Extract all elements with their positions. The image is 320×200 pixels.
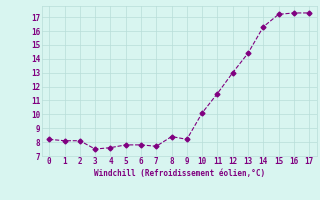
X-axis label: Windchill (Refroidissement éolien,°C): Windchill (Refroidissement éolien,°C) [94,169,265,178]
